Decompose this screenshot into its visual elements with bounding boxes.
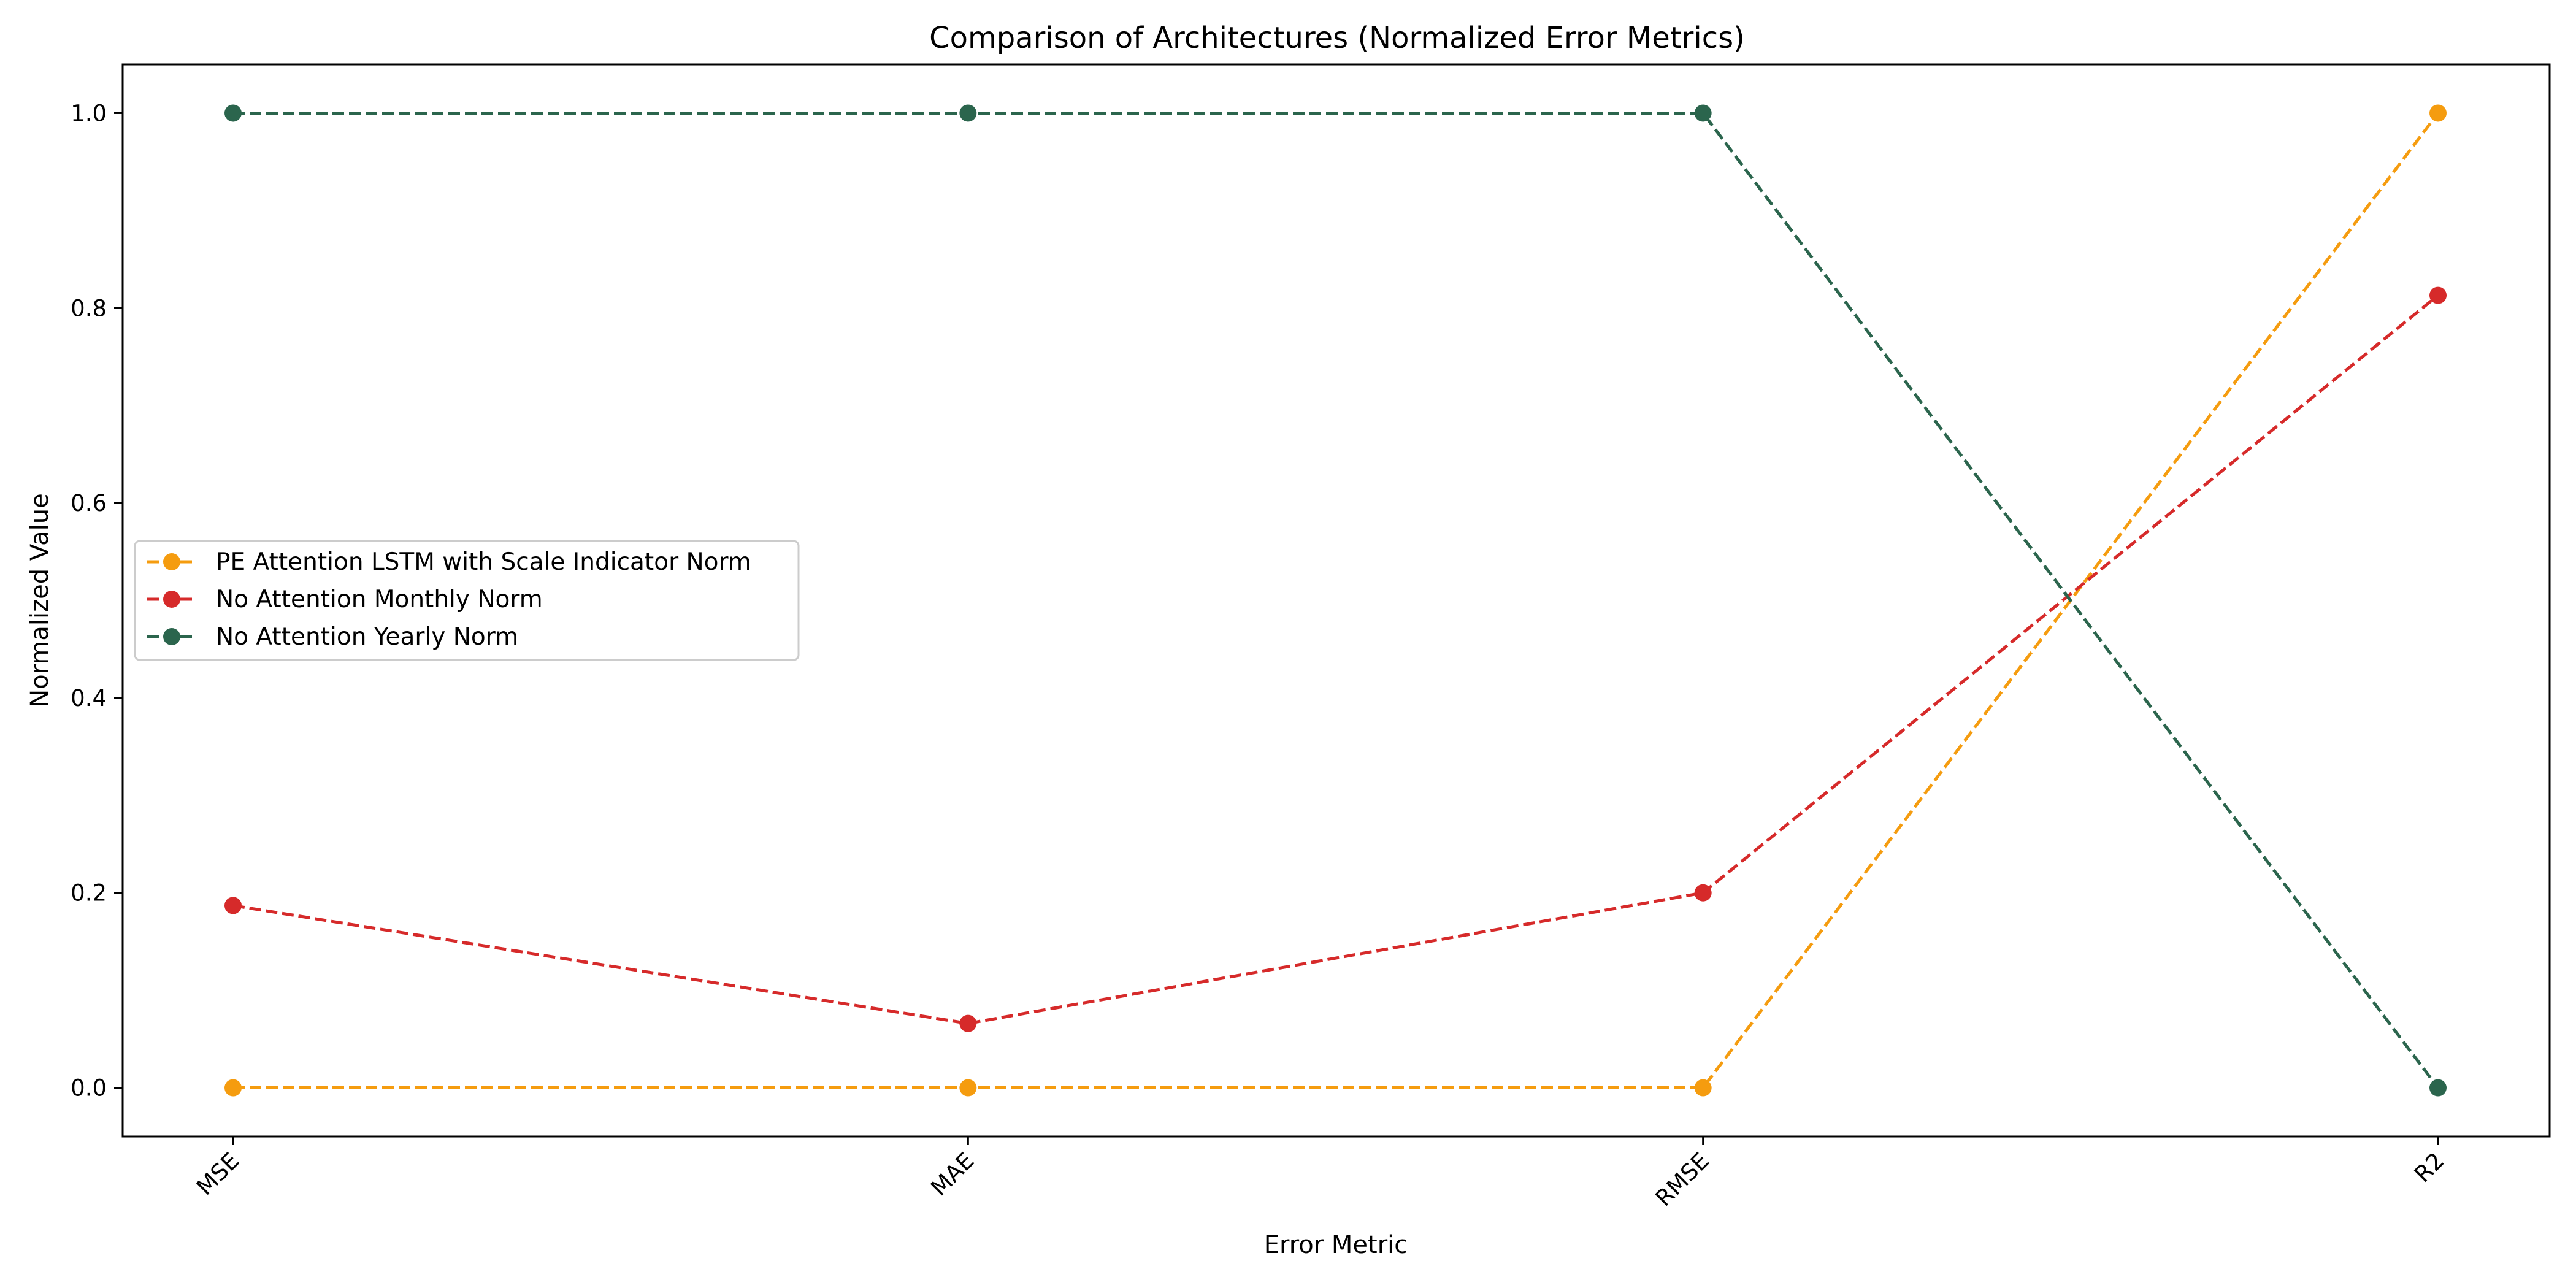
x-tick-label: R2 (2409, 1148, 2449, 1187)
x-tick-label: RMSE (1650, 1148, 1714, 1211)
series-layer (224, 104, 2447, 1097)
y-axis-label: Normalized Value (26, 493, 54, 707)
y-tick-label: 0.8 (71, 295, 107, 321)
x-tick-label: MSE (191, 1148, 244, 1200)
data-point (224, 104, 242, 122)
legend-entry-label: No Attention Yearly Norm (216, 623, 518, 651)
y-tick-label: 0.0 (71, 1075, 107, 1102)
x-axis-label: Error Metric (1264, 1231, 1408, 1259)
data-point (224, 897, 242, 914)
data-point (2429, 1079, 2447, 1097)
data-point (2429, 104, 2447, 122)
series-line-2 (233, 112, 2439, 1089)
y-tick-label: 0.6 (71, 490, 107, 516)
data-point (959, 1014, 977, 1032)
legend: PE Attention LSTM with Scale Indicator N… (134, 540, 800, 661)
x-tick-label: MAE (926, 1148, 979, 1201)
y-tick-label: 1.0 (71, 100, 107, 126)
y-tick-label: 0.2 (71, 880, 107, 907)
data-point (959, 104, 977, 122)
chart-title: Comparison of Architectures (Normalized … (929, 21, 1745, 55)
legend-box (134, 540, 800, 661)
data-point (1694, 1079, 1712, 1097)
series-line-1 (232, 294, 2439, 1025)
x-axis: MSE MAE RMSE R2 (191, 1137, 2449, 1211)
data-point (224, 1079, 242, 1097)
legend-entry-label: No Attention Monthly Norm (216, 586, 543, 613)
legend-marker (163, 553, 180, 570)
plot-area (121, 63, 2551, 1138)
y-axis: 0.0 0.2 0.4 0.6 0.8 1.0 (71, 100, 123, 1102)
legend-marker (163, 591, 180, 608)
data-point (2429, 286, 2447, 304)
legend-marker (163, 628, 180, 645)
y-tick-label: 0.4 (71, 685, 107, 711)
data-point (1694, 884, 1712, 902)
data-point (1694, 104, 1712, 122)
legend-entry-label: PE Attention LSTM with Scale Indicator N… (216, 548, 751, 576)
data-point (959, 1079, 977, 1097)
